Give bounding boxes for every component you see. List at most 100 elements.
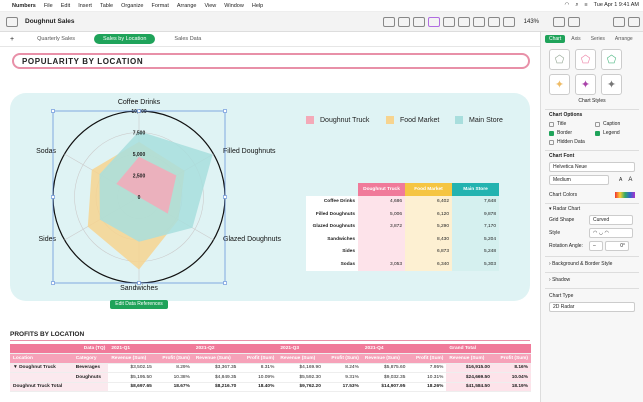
table-cell[interactable]: 7,170 <box>452 220 499 233</box>
menu-window[interactable]: Window <box>224 2 244 9</box>
shadow-section[interactable]: › Shadow <box>549 277 571 283</box>
row-label[interactable]: Glazed Doughnuts <box>306 220 358 233</box>
chart-colors-picker[interactable] <box>615 192 635 198</box>
pivot-header-cell[interactable]: Grand Total <box>446 344 531 354</box>
pivot-subheader-cell[interactable]: Profit (Sum) <box>408 353 447 364</box>
wifi-icon[interactable]: ◠ <box>564 2 570 8</box>
pivot-subheader-cell[interactable]: Profit (Sum) <box>154 353 193 364</box>
chart-style-swatch[interactable]: ⬠ <box>601 49 622 70</box>
table-cell[interactable]: $4,169.90 <box>277 363 324 373</box>
table-cell[interactable]: $8,216.70 <box>192 382 240 392</box>
add-sheet-icon[interactable]: + <box>10 35 15 43</box>
chart-style-swatch[interactable]: ⬠ <box>575 49 596 70</box>
pivot-subheader-cell[interactable]: Location <box>10 353 73 364</box>
selection-handle[interactable] <box>51 109 55 113</box>
chart-type-select[interactable]: 2D Radar <box>549 302 635 312</box>
option-legend[interactable]: Legend <box>595 130 641 136</box>
checkbox[interactable] <box>595 121 600 127</box>
row-label[interactable]: Coffee Drinks <box>306 195 358 208</box>
table-cell[interactable]: $5,195.50 <box>108 372 155 383</box>
table-cell[interactable]: Doughnuts <box>72 372 109 383</box>
pivot-subheader-cell[interactable]: Revenue (Sum) <box>361 353 409 364</box>
pivot-subheader-cell[interactable]: Category <box>72 353 109 364</box>
table-cell[interactable]: $24,669.50 <box>446 372 493 383</box>
selection-handle[interactable] <box>223 281 227 285</box>
font-family-select[interactable]: Helvetica Neue <box>549 162 635 172</box>
table-cell[interactable]: 5,204 <box>452 233 499 246</box>
table-cell[interactable]: Doughnut Truck Total <box>10 382 73 392</box>
table-cell[interactable] <box>358 245 405 258</box>
selection-handle[interactable] <box>51 281 55 285</box>
table-cell[interactable]: $5,592.30 <box>277 372 324 383</box>
style-select[interactable]: ◠ ◡ ◠ <box>589 228 633 238</box>
pivot-subheader-cell[interactable]: Revenue (Sum) <box>446 353 493 364</box>
table-cell[interactable]: 18.19% <box>492 382 531 392</box>
row-label[interactable]: Filled Doughnuts <box>306 208 358 221</box>
selection-handle[interactable] <box>223 109 227 113</box>
table-cell[interactable]: 8,430 <box>405 233 452 246</box>
option-border[interactable]: Border <box>549 130 595 136</box>
table-cell[interactable]: 3,872 <box>358 220 405 233</box>
shape-icon[interactable] <box>487 16 500 27</box>
row-label[interactable]: Sandwiches <box>306 233 358 246</box>
pivot-subheader-cell[interactable]: Profit (Sum) <box>239 353 278 364</box>
media-icon[interactable] <box>502 16 515 27</box>
table-cell[interactable]: $4,849.35 <box>192 372 240 383</box>
column-header[interactable]: Main Store <box>452 183 499 196</box>
series-area-doughnut-truck[interactable] <box>116 156 177 214</box>
table-cell[interactable]: 8.31% <box>239 363 278 373</box>
chart-icon[interactable] <box>427 16 440 27</box>
search-icon[interactable]: ⌕ <box>575 2 579 8</box>
page-title[interactable]: POPULARITY BY LOCATION <box>12 53 530 69</box>
selection-handle[interactable] <box>137 109 141 113</box>
table-cell[interactable]: 5,006 <box>358 208 405 221</box>
menu-view[interactable]: View <box>204 2 217 9</box>
rotation-dial[interactable]: – <box>589 241 603 251</box>
table-cell[interactable]: 4,686 <box>358 195 405 208</box>
pivot-header-cell[interactable]: 2021-Q3 <box>277 344 362 354</box>
clock-icon[interactable] <box>472 16 485 27</box>
insert-icon[interactable] <box>382 16 395 27</box>
table-cell[interactable]: 10.31% <box>408 372 447 383</box>
zoom-control[interactable]: 143% <box>523 18 539 25</box>
organize-icon[interactable] <box>628 16 640 27</box>
pivot-header-cell[interactable]: 2021-Q1 <box>108 344 193 354</box>
checkbox[interactable] <box>549 130 554 136</box>
table-cell[interactable]: $3,502.15 <box>108 363 155 373</box>
chart-style-swatch[interactable]: ✦ <box>601 74 622 95</box>
table-cell[interactable]: 6,120 <box>405 208 452 221</box>
column-header[interactable]: Doughnut Truck <box>358 183 405 196</box>
table-cell[interactable]: 6,340 <box>405 258 452 271</box>
option-title[interactable]: Title <box>549 121 595 127</box>
pivot-subheader-cell[interactable]: Profit (Sum) <box>323 353 362 364</box>
table-cell[interactable]: 3,053 <box>358 258 405 271</box>
menu-insert[interactable]: Insert <box>78 2 92 9</box>
table-cell[interactable]: $5,875.60 <box>361 363 409 373</box>
table-cell[interactable]: 6,873 <box>405 245 452 258</box>
tab-sales-data[interactable]: Sales Data <box>174 36 202 42</box>
table-cell[interactable]: 5,248 <box>452 245 499 258</box>
table-cell[interactable] <box>358 233 405 246</box>
pivot-header-cell[interactable]: Data (TQ) <box>10 344 109 354</box>
menu-help[interactable]: Help <box>251 2 264 9</box>
column-header[interactable]: Food Market <box>405 183 452 196</box>
chart-style-swatch[interactable]: ✦ <box>575 74 596 95</box>
checkbox[interactable] <box>595 130 600 136</box>
table-cell[interactable]: 7,648 <box>452 195 499 208</box>
table-cell[interactable]: ▼ Doughnut Truck <box>10 363 73 373</box>
rotation-field[interactable]: 0° <box>605 241 629 251</box>
menu-numbers[interactable]: Numbers <box>12 2 36 9</box>
table-cell[interactable]: $9,032.35 <box>361 372 409 383</box>
control-center-icon[interactable]: ≡ <box>584 2 588 8</box>
table-cell[interactable]: $3,367.35 <box>192 363 240 373</box>
table-cell[interactable]: $9,762.20 <box>277 382 324 392</box>
sidebar-toggle-icon[interactable] <box>6 16 18 27</box>
list-icon[interactable] <box>397 16 410 27</box>
table-icon[interactable] <box>457 16 470 27</box>
pivot-header-cell[interactable]: 2021-Q2 <box>192 344 278 354</box>
table-cell[interactable]: 9,878 <box>452 208 499 221</box>
tab-quarterly-sales[interactable]: Quarterly Sales <box>37 36 75 42</box>
clock[interactable]: Tue Apr 1 9:41 AM <box>593 2 639 8</box>
option-hidden-data[interactable]: Hidden Data <box>549 139 641 145</box>
